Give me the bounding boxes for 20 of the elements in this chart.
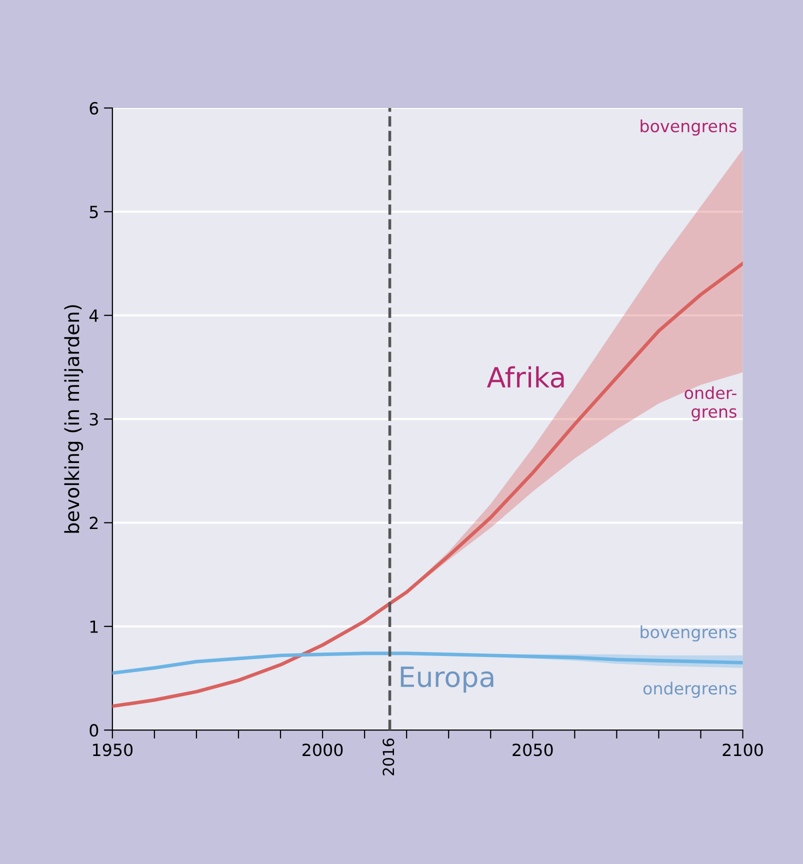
y-tick-label: 4	[89, 310, 98, 322]
y-axis-title: bevolking (in miljarden)	[64, 305, 84, 533]
y-tick-label: 5	[90, 206, 98, 218]
series-label: Europa	[400, 666, 494, 693]
x-tick-label: 2050	[512, 744, 553, 756]
x-tick-label: 2100	[722, 744, 763, 756]
ref-line-label: 2016	[382, 738, 394, 776]
annotation: bovengrens	[640, 119, 736, 136]
annotation: onder- grens	[684, 386, 736, 422]
series-label: Afrika	[486, 366, 564, 388]
y-tick-label: 2	[90, 516, 98, 530]
annotation: ondergrens	[643, 682, 736, 698]
y-tick-label: 1	[90, 620, 98, 633]
y-tick-label: 0	[90, 724, 98, 737]
y-tick-label: 6	[90, 102, 98, 115]
x-tick-label: 2000	[302, 744, 343, 756]
y-tick-label: 3	[90, 413, 98, 426]
line-series	[112, 262, 743, 708]
annotation: bovengrens	[640, 625, 736, 642]
x-tick-label: 1950	[93, 744, 133, 756]
